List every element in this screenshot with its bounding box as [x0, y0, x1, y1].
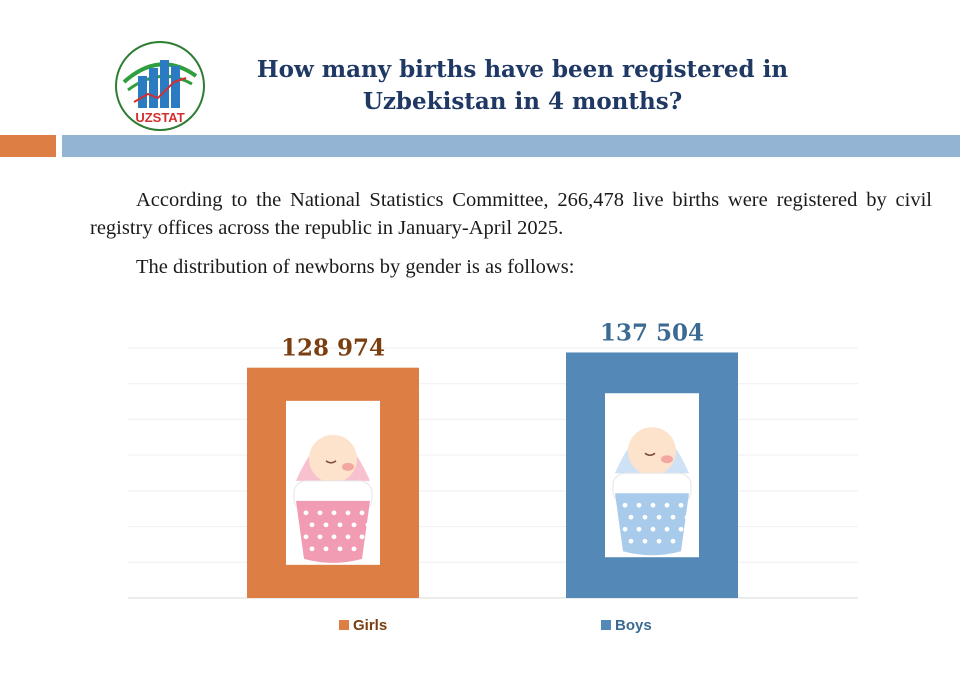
- accent-stripe-blue: [62, 135, 960, 157]
- logo-text: UZSTAT: [135, 110, 184, 125]
- legend-label-boys: Boys: [615, 617, 652, 634]
- legend-swatch-boys: [601, 620, 611, 630]
- page-title: How many births have been registered in …: [256, 56, 789, 115]
- legend-label-girls: Girls: [353, 617, 388, 634]
- accent-stripe-orange: [0, 135, 56, 157]
- data-label-boys: 137 504: [600, 319, 704, 346]
- data-label-girls: 128 974: [281, 335, 385, 362]
- legend-swatch-girls: [339, 620, 349, 630]
- chart-data-labels: 128 974 137 504: [281, 319, 704, 361]
- intro-paragraph: According to the National Statistics Com…: [90, 189, 932, 239]
- uzstat-logo: UZSTAT: [115, 41, 205, 131]
- legend-item-boys: Boys: [601, 617, 652, 634]
- baby-boy-swaddled-icon: [605, 393, 699, 558]
- baby-girl-swaddled-icon: [286, 400, 380, 565]
- chart-gridlines: [128, 347, 858, 599]
- distribution-paragraph: The distribution of newborns by gender i…: [136, 256, 575, 278]
- chart-icons: [286, 393, 699, 565]
- legend-item-girls: Girls: [339, 617, 387, 634]
